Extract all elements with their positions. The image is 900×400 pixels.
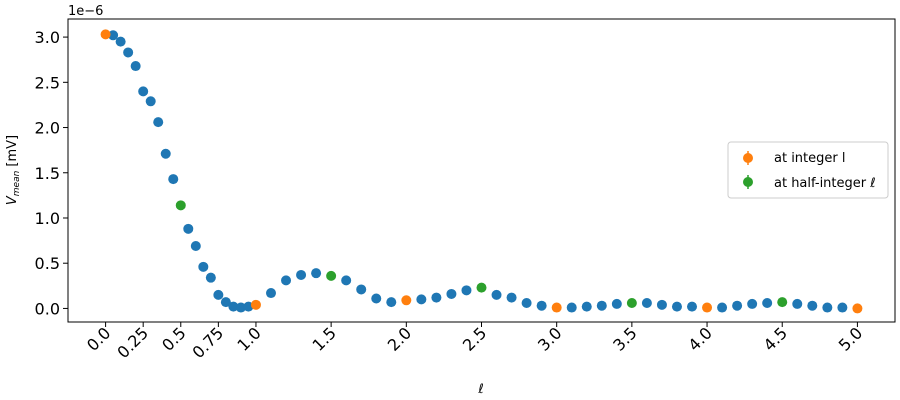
legend: at integer l at half-integer ℓ — [727, 141, 889, 199]
legend-marker-half-integer — [743, 177, 753, 187]
data-point-all — [265, 288, 276, 299]
y-tick-label: 0.5 — [35, 254, 60, 273]
data-points — [100, 29, 863, 314]
data-point-half-integer — [626, 298, 637, 309]
y-axis-label: Vmean [mV] — [5, 135, 22, 205]
data-point-all — [115, 36, 126, 47]
y-tick-label: 0.0 — [35, 299, 60, 318]
data-point-all — [792, 298, 803, 309]
data-point-integer — [852, 303, 863, 314]
data-point-all — [506, 292, 517, 303]
data-point-all — [656, 299, 667, 310]
x-tick-label: 2.5 — [459, 323, 490, 354]
x-tick-label: 0.25 — [113, 323, 152, 362]
x-tick-label: 4.5 — [760, 323, 791, 354]
legend-entry-integer: at integer l — [743, 151, 845, 166]
data-point-all — [837, 302, 848, 313]
data-point-integer — [401, 295, 412, 306]
data-point-all — [108, 30, 119, 41]
data-point-all — [611, 298, 622, 309]
data-point-half-integer — [175, 200, 186, 211]
data-point-all — [138, 86, 149, 97]
legend-entry-half-integer: at half-integer ℓ — [743, 175, 876, 191]
data-point-all — [732, 300, 743, 311]
data-point-all — [160, 148, 171, 159]
x-tick-label: 3.0 — [534, 323, 565, 354]
data-point-all — [213, 289, 224, 300]
data-point-all — [198, 261, 209, 272]
y-offset-label: 1e−6 — [68, 4, 103, 19]
x-tick-label: 0.5 — [158, 323, 189, 354]
data-point-all — [431, 292, 442, 303]
data-point-integer — [250, 299, 261, 310]
data-point-all — [341, 275, 352, 286]
data-point-all — [581, 301, 592, 312]
data-point-all — [281, 275, 292, 286]
data-point-all — [123, 47, 134, 58]
data-point-all — [416, 294, 427, 305]
x-tick-label: 1.5 — [309, 323, 340, 354]
data-point-all — [596, 300, 607, 311]
data-point-all — [717, 302, 728, 313]
data-point-all — [521, 298, 532, 309]
data-point-all — [190, 241, 201, 252]
x-axis-label: ℓ — [477, 382, 483, 397]
x-tick-label: 0.0 — [83, 323, 114, 354]
data-point-all — [228, 301, 239, 312]
data-point-all — [641, 298, 652, 309]
data-point-all — [153, 117, 164, 128]
data-point-all — [762, 298, 773, 309]
data-point-integer — [551, 302, 562, 313]
data-point-all — [311, 268, 322, 279]
legend-label-integer: at integer l — [774, 151, 845, 166]
data-point-all — [220, 297, 231, 308]
data-point-all — [491, 289, 502, 300]
y-axis-label-subscript: mean — [12, 170, 22, 196]
data-point-all — [687, 301, 698, 312]
data-point-all — [356, 284, 367, 295]
axes-frame — [67, 18, 896, 323]
data-point-half-integer — [476, 282, 487, 293]
data-point-all — [446, 288, 457, 299]
data-point-all — [536, 300, 547, 311]
x-tick-label: 5.0 — [835, 323, 866, 354]
data-point-half-integer — [777, 297, 788, 308]
legend-label-half-integer: at half-integer ℓ — [774, 176, 876, 191]
x-tick-label: 4.0 — [684, 323, 715, 354]
x-tick-label: 0.75 — [189, 323, 228, 362]
data-point-integer — [100, 29, 111, 40]
y-tick-label: 2.0 — [35, 119, 60, 138]
y-tick-label: 1.5 — [35, 164, 60, 183]
data-point-all — [243, 301, 254, 312]
data-point-all — [671, 301, 682, 312]
data-point-half-integer — [326, 270, 337, 281]
data-point-all — [296, 269, 307, 280]
y-tick-label: 2.5 — [35, 73, 60, 92]
data-point-all — [807, 300, 818, 311]
y-axis-label-unit: [mV] — [5, 135, 20, 171]
x-tick-label: 2.0 — [384, 323, 415, 354]
legend-marker-integer — [743, 153, 753, 163]
data-point-all — [566, 302, 577, 313]
data-point-all — [205, 272, 216, 283]
data-point-all — [371, 293, 382, 304]
y-axis-label-main: V — [5, 195, 20, 205]
data-point-integer — [702, 302, 713, 313]
y-tick-label: 3.0 — [35, 28, 60, 47]
data-point-all — [747, 298, 758, 309]
data-point-all — [386, 297, 397, 308]
data-point-all — [183, 223, 194, 234]
data-point-all — [168, 174, 179, 185]
x-tick-label: 1.0 — [233, 323, 264, 354]
legend-box — [727, 141, 889, 199]
data-point-all — [145, 96, 156, 107]
y-tick-label: 1.0 — [35, 209, 60, 228]
data-point-all — [461, 285, 472, 296]
data-point-all — [822, 302, 833, 313]
x-tick-label: 3.5 — [609, 323, 640, 354]
data-point-all — [235, 302, 246, 313]
data-point-all — [130, 61, 141, 72]
